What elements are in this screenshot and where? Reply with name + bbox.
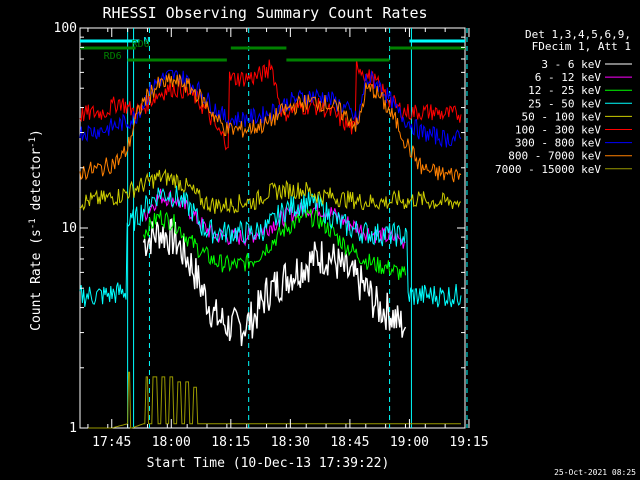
x-tick-label: 19:00 <box>390 435 429 450</box>
x-axis: 17:45 18:00 18:15 18:30 18:45 19:00 19:15 <box>87 28 489 450</box>
x-axis-label: Start Time (10-Dec-13 17:39:22) <box>147 456 390 471</box>
y-axis-label: Count Rate (s-1 detector-1) <box>28 129 44 331</box>
legend-label: 7000 - 15000 keV <box>495 163 601 176</box>
legend-label: 50 - 100 keV <box>522 110 602 123</box>
state-bar-label: RD6 <box>104 51 122 62</box>
series-3-line <box>143 207 406 281</box>
legend-label: 25 - 50 keV <box>528 97 601 110</box>
legend-header: Det 1,3,4,5,6,9, <box>525 28 631 41</box>
series-6-line <box>79 59 462 151</box>
series-group <box>79 59 462 429</box>
state-bar-label: RD0 <box>132 39 150 50</box>
state-bar-label: N <box>144 36 150 47</box>
y-axis-label-part: detector <box>29 148 44 219</box>
timestamp: 25-Oct-2021 08:25 <box>554 468 636 477</box>
y-axis: 1 10 100 <box>54 21 465 436</box>
series-8-line <box>79 73 462 183</box>
series-4-line <box>79 185 462 308</box>
x-tick-label: 18:15 <box>211 435 250 450</box>
x-tick-label: 18:45 <box>330 435 369 450</box>
series-5-line <box>79 168 462 214</box>
x-tick-label: 18:30 <box>271 435 310 450</box>
y-axis-label-part: ) <box>29 129 44 137</box>
y-axis-label-part: Count Rate (s <box>29 229 44 331</box>
legend-label: 6 - 12 keV <box>535 71 602 84</box>
legend-label: 3 - 6 keV <box>541 58 601 71</box>
series-9-line <box>80 371 461 429</box>
x-tick-label: 17:45 <box>92 435 131 450</box>
legend-header: FDecim 1, Att 1 <box>532 40 631 53</box>
legend-label: 300 - 800 keV <box>515 137 601 150</box>
legend-label: 12 - 25 keV <box>528 84 601 97</box>
chart-title: RHESSI Observing Summary Count Rates <box>102 4 427 22</box>
x-tick-label: 19:15 <box>449 435 488 450</box>
y-tick-label: 10 <box>61 221 77 236</box>
x-tick-label: 18:00 <box>152 435 191 450</box>
y-axis-label-part: -1 <box>28 218 38 229</box>
y-axis-label-part: -1 <box>28 137 38 148</box>
legend-label: 800 - 7000 keV <box>508 150 601 163</box>
series-1-line <box>142 218 407 347</box>
y-tick-label: 1 <box>69 421 77 436</box>
legend-label: 100 - 300 keV <box>515 124 601 137</box>
legend: Det 1,3,4,5,6,9,FDecim 1, Att 1 3 - 6 keV… <box>495 28 632 176</box>
y-tick-label: 100 <box>54 21 77 36</box>
